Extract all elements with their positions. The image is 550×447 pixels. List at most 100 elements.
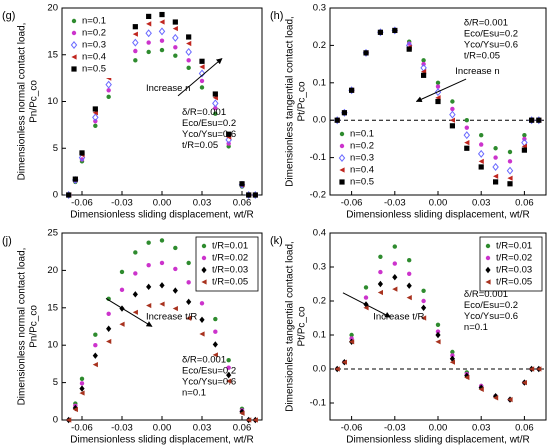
- point: [212, 91, 218, 97]
- point: [132, 309, 138, 315]
- x-tick-label: 0.03: [472, 198, 491, 209]
- point: [421, 298, 426, 304]
- legend-symbol: [71, 54, 77, 60]
- legend-symbol: [485, 255, 491, 261]
- point: [226, 131, 232, 137]
- point: [185, 47, 192, 56]
- legend-label: t/R=0.05: [212, 277, 248, 288]
- x-tick-label: 0.06: [515, 423, 534, 434]
- point: [93, 332, 98, 337]
- point: [521, 380, 527, 386]
- point: [146, 240, 151, 245]
- point: [172, 19, 178, 25]
- arrow-label: Increase n: [146, 83, 190, 94]
- legend-label: n=0.1: [82, 16, 106, 27]
- point: [199, 85, 205, 90]
- x-axis-label: Dimensionless sliding displacement, wt/R: [346, 210, 529, 221]
- point: [378, 254, 383, 259]
- point: [435, 80, 441, 86]
- point: [421, 288, 426, 293]
- arrow-label: Increase n: [455, 66, 499, 77]
- point: [172, 305, 178, 312]
- point: [186, 315, 192, 321]
- point: [213, 329, 218, 334]
- point: [507, 397, 513, 403]
- legend-symbol: [71, 30, 77, 36]
- y-tick-label: 10: [47, 96, 58, 107]
- legend-label: t/R=0.01: [496, 241, 532, 252]
- point: [363, 295, 369, 300]
- point: [226, 357, 231, 363]
- point: [435, 84, 441, 89]
- point: [493, 395, 499, 401]
- point: [186, 260, 191, 266]
- point: [145, 29, 152, 38]
- point: [406, 282, 412, 289]
- legend-symbol: [201, 266, 207, 274]
- point: [406, 46, 412, 52]
- point: [132, 38, 139, 47]
- legend-symbol: [339, 143, 345, 149]
- point: [198, 69, 206, 78]
- point: [212, 341, 218, 348]
- point: [173, 245, 178, 251]
- point: [349, 87, 355, 93]
- parameter-note: δ/R=0.001: [464, 289, 508, 300]
- point: [186, 65, 191, 71]
- point: [507, 175, 513, 181]
- legend-label: n=0.4: [350, 165, 374, 176]
- x-tick-label: -0.03: [384, 423, 406, 434]
- x-tick-label: 0.00: [429, 198, 448, 209]
- point: [529, 117, 535, 123]
- point: [349, 339, 355, 345]
- point: [349, 336, 354, 341]
- point: [199, 78, 205, 84]
- point: [450, 99, 455, 104]
- point: [199, 301, 205, 306]
- point: [159, 47, 165, 53]
- point: [92, 352, 98, 359]
- point: [449, 110, 456, 119]
- point: [146, 13, 152, 20]
- parameter-note: Yco/Ysu=0.6: [182, 377, 236, 388]
- arrow: [342, 292, 392, 318]
- point: [159, 301, 165, 307]
- point: [529, 366, 535, 372]
- point: [186, 34, 192, 40]
- point: [172, 33, 179, 42]
- x-tick-label: 0.00: [153, 423, 172, 434]
- point: [450, 349, 455, 355]
- parameter-note: Eco/Esu=0.2: [182, 118, 236, 129]
- y-tick-label: 20: [47, 3, 58, 14]
- legend-label: t/R=0.01: [212, 241, 248, 252]
- point: [93, 123, 98, 129]
- x-tick-label: -0.03: [111, 423, 133, 434]
- point: [421, 58, 426, 63]
- point: [536, 117, 542, 123]
- point: [507, 149, 513, 155]
- panel-label: (k): [270, 235, 283, 247]
- point: [226, 378, 232, 384]
- point: [464, 125, 469, 130]
- arrow-label: Increase t/R: [373, 312, 424, 323]
- arrow: [177, 58, 223, 97]
- x-tick-label: -0.06: [71, 198, 93, 209]
- y-axis-label: Pt/Pc_co: [297, 306, 308, 346]
- x-axis-label: Dimensionless sliding displacement, wt/R: [346, 435, 529, 446]
- legend-symbol: [201, 243, 207, 249]
- y-tick-label: 15: [47, 49, 58, 60]
- parameter-note: n=0.1: [182, 388, 206, 399]
- legend-label: n=0.5: [82, 64, 106, 75]
- x-axis-label: Dimensionless sliding displacement, wt/R: [70, 210, 253, 221]
- point: [212, 352, 218, 358]
- y-tick-label: 0.1: [313, 77, 326, 88]
- legend-label: t/R=0.02: [496, 253, 532, 264]
- point: [173, 45, 178, 50]
- parameter-note: t/R=0.05: [464, 50, 500, 61]
- point: [363, 50, 369, 56]
- y-tick-label: 5: [53, 143, 58, 154]
- point: [159, 19, 165, 25]
- parameter-note: Yco/Ysu=0.6: [464, 311, 518, 322]
- point: [92, 106, 98, 112]
